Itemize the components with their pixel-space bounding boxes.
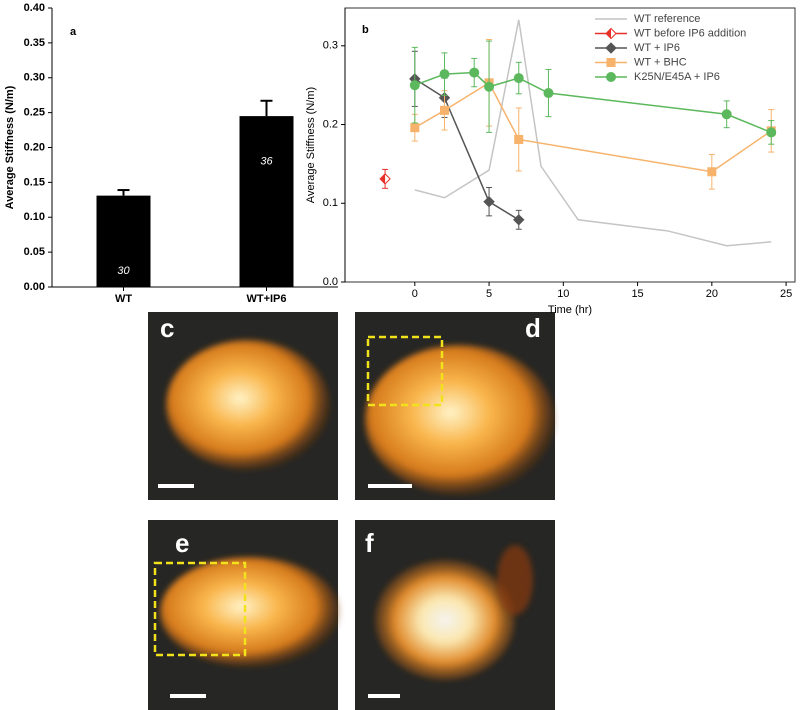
marker-half (380, 173, 386, 184)
legend-marker (606, 72, 616, 82)
point (484, 81, 495, 92)
image-d: d (355, 312, 555, 500)
y-axis-label: Average Stiffness (N/m) (305, 87, 317, 203)
x-tick-label: 20 (706, 288, 718, 300)
x-axis-label: Time (hr) (548, 304, 592, 316)
point (469, 67, 480, 78)
x-tick-label: 15 (631, 288, 643, 300)
point (766, 127, 777, 138)
plot-frame (344, 7, 796, 283)
y-axis-label: Average Stiffness (N/m) (4, 85, 16, 209)
legend-marker (606, 58, 616, 67)
legend-label: WT + BHC (634, 56, 687, 68)
y-tick-label: 0.00 (24, 281, 45, 293)
x-tick-label: 25 (780, 288, 792, 300)
panel-label: e (175, 528, 189, 558)
y-tick-label: 0.1 (323, 197, 338, 209)
y-tick-label: 0.0 (323, 276, 338, 288)
legend-label: K25N/E45A + IP6 (634, 71, 720, 83)
panel-label: c (160, 313, 174, 343)
panel-label: a (70, 26, 77, 38)
x-tick-label: WT (115, 293, 132, 305)
y-tick-label: 0.40 (24, 2, 45, 14)
y-tick-label: 0.35 (24, 37, 45, 49)
count-label: 36 (260, 155, 273, 167)
series-line (414, 78, 520, 221)
image-e: e (148, 520, 340, 710)
point (440, 105, 450, 115)
x-tick-label: 10 (557, 288, 569, 300)
y-tick-label: 0.10 (24, 211, 45, 223)
bar (239, 116, 294, 287)
x-tick-label: 0 (412, 288, 418, 300)
legend-label: WT before IP6 addition (634, 27, 746, 39)
point (514, 134, 524, 144)
marker-half (606, 28, 611, 39)
y-tick-label: 0.15 (24, 176, 45, 188)
image-f: f (355, 520, 555, 710)
series-line (414, 19, 772, 247)
x-tick-label: WT+IP6 (246, 293, 286, 305)
point (409, 80, 420, 91)
y-tick-label: 0.2 (323, 118, 338, 130)
series-line (414, 81, 772, 173)
legend-label: WT + IP6 (634, 42, 680, 54)
panel-label: b (362, 24, 369, 36)
point (483, 195, 495, 208)
point (707, 167, 717, 177)
count-label: 30 (117, 265, 130, 277)
image-c: c (148, 312, 338, 500)
point (410, 123, 420, 133)
panel-label: d (525, 313, 541, 343)
bar (96, 195, 151, 287)
point (543, 88, 554, 99)
legend-label: WT reference (634, 13, 700, 25)
x-tick-label: 5 (486, 288, 492, 300)
point (513, 214, 525, 226)
panel-label: f (365, 528, 374, 558)
y-tick-label: 0.3 (323, 40, 338, 52)
y-tick-label: 0.20 (24, 141, 45, 153)
y-tick-label: 0.25 (24, 107, 45, 119)
y-tick-label: 0.05 (24, 246, 45, 258)
point (513, 73, 524, 84)
point (439, 69, 450, 80)
point (721, 109, 732, 120)
y-tick-label: 0.30 (24, 72, 45, 84)
legend-marker (605, 42, 617, 54)
